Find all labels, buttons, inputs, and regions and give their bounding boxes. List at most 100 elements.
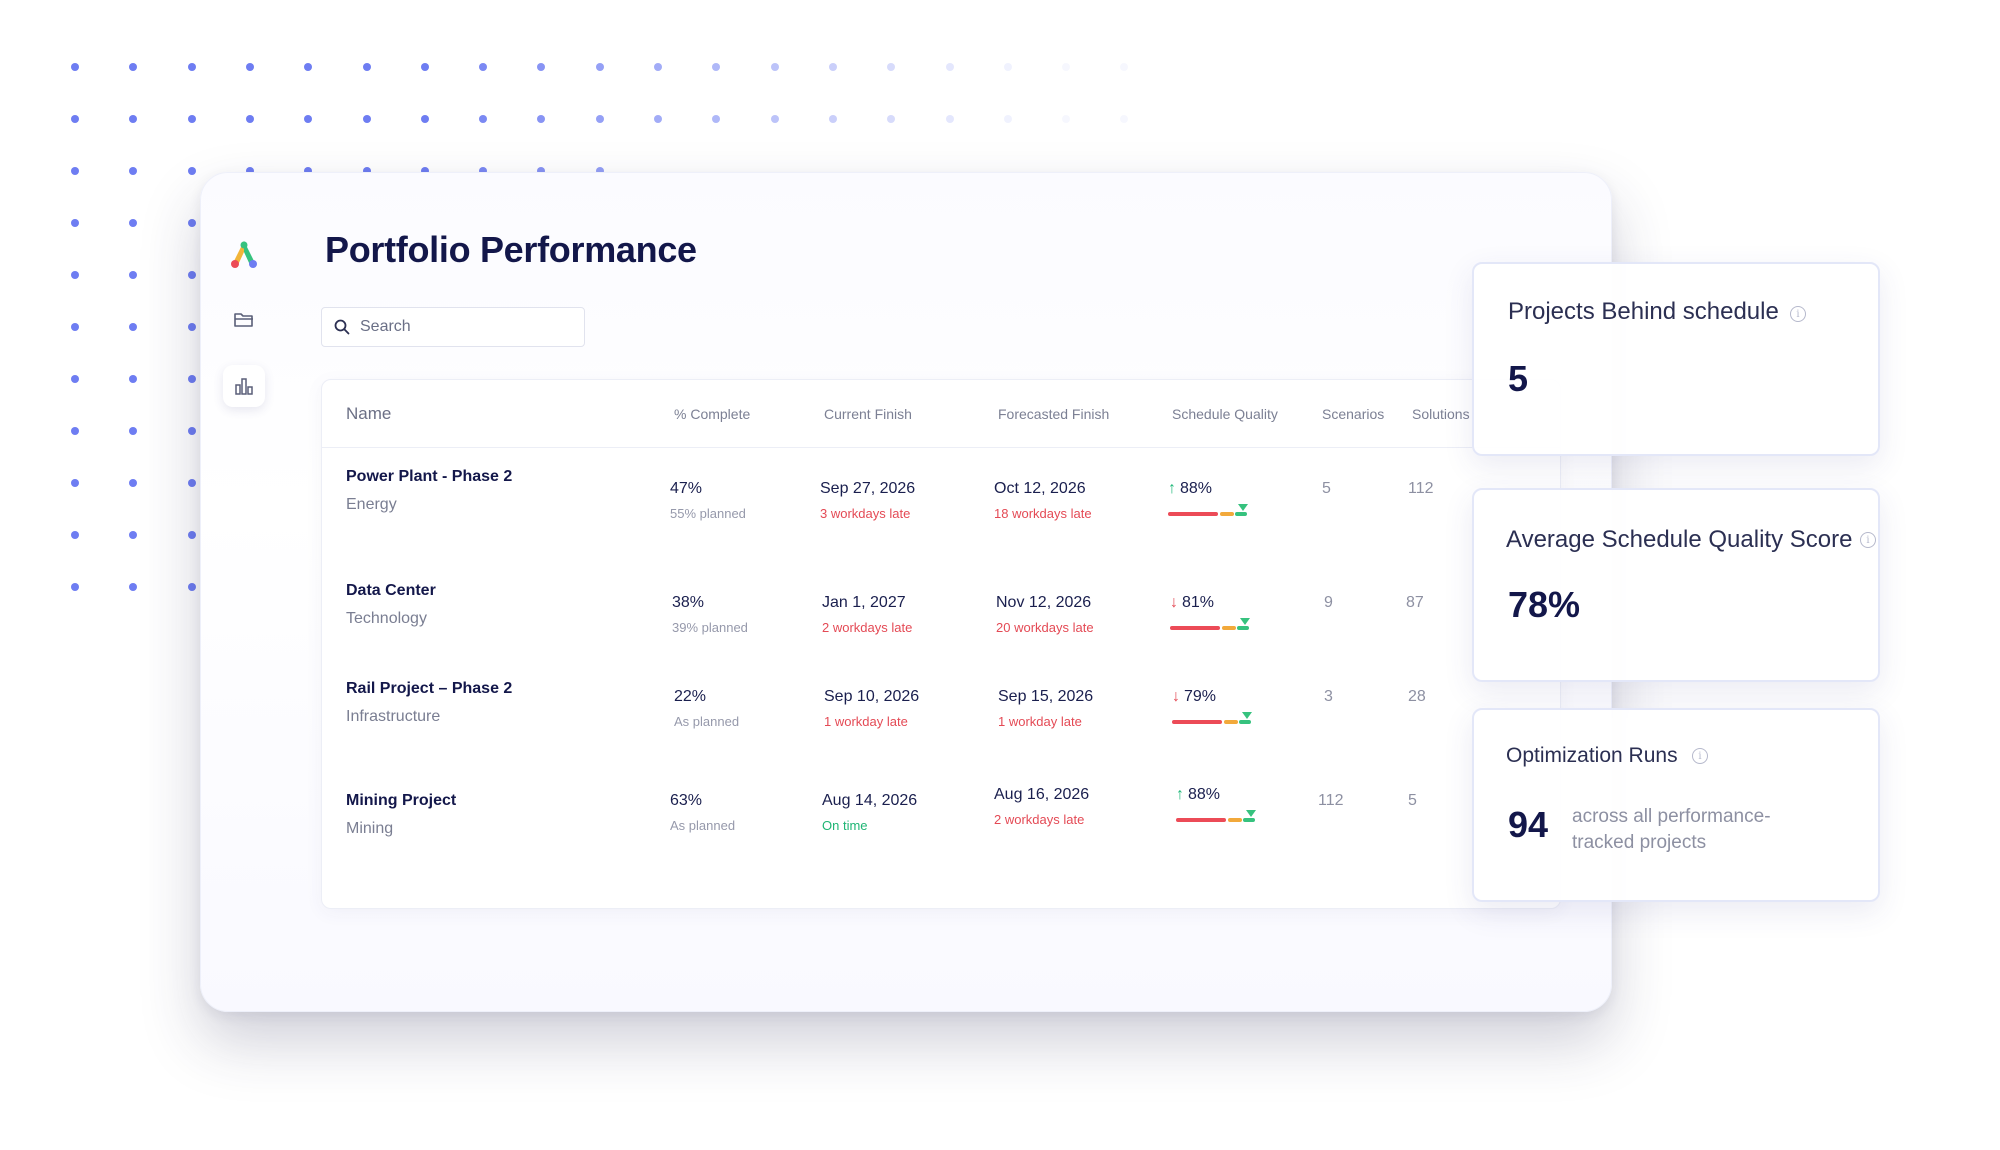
current-finish-date: Sep 27, 2026 [820, 480, 916, 497]
dot [187, 167, 196, 175]
project-category: Energy [346, 496, 397, 513]
dot [1062, 115, 1071, 123]
search-box[interactable] [321, 307, 585, 347]
dot [362, 167, 371, 175]
dot [712, 63, 721, 71]
bar-chart-icon[interactable] [223, 365, 265, 407]
forecasted-finish-date: Nov 12, 2026 [996, 594, 1092, 611]
forecasted-finish-date: Sep 15, 2026 [998, 688, 1094, 705]
dot [304, 167, 313, 175]
table-header: Name % Complete Current Finish Forecaste… [322, 380, 1560, 448]
current-finish-status: On time [822, 818, 868, 833]
current-finish-status: 1 workday late [824, 714, 908, 729]
dot [71, 531, 79, 539]
quality-value: 81% [1182, 594, 1215, 611]
dot [595, 167, 604, 175]
info-icon[interactable]: i [1860, 532, 1876, 548]
dot [537, 167, 546, 175]
dot [71, 271, 79, 279]
current-finish-date: Jan 1, 2027 [822, 594, 906, 611]
dot-grid-decoration [0, 0, 1200, 620]
dot [887, 115, 896, 123]
dot [304, 63, 313, 71]
dot [129, 583, 138, 591]
scenarios-count: 5 [1322, 480, 1331, 497]
dashboard-window: Portfolio Performance Name % Complete Cu… [200, 172, 1612, 1012]
stat-value: 94 [1508, 804, 1549, 845]
column-header-name[interactable]: Name [346, 404, 392, 423]
dot [245, 167, 254, 175]
table-row[interactable]: Data Center Technology 38% 39% planned J… [322, 564, 1560, 676]
dot [187, 479, 196, 487]
schedule-quality: ↑ 88% [1168, 480, 1212, 498]
project-category: Technology [346, 610, 427, 627]
search-icon [334, 319, 350, 335]
app-logo-icon [231, 241, 257, 268]
search-input[interactable] [360, 318, 560, 336]
percent-complete: 47% [670, 480, 703, 497]
dot [479, 63, 488, 71]
info-icon[interactable]: i [1790, 306, 1806, 322]
dot [945, 63, 954, 71]
arrow-up-icon: ↑ [1176, 786, 1184, 803]
dot [420, 167, 429, 175]
percent-complete: 38% [672, 594, 705, 611]
forecasted-finish-status: 2 workdays late [994, 812, 1085, 827]
dot [129, 375, 138, 383]
current-finish-date: Aug 14, 2026 [822, 792, 918, 809]
project-name[interactable]: Power Plant - Phase 2 [346, 468, 513, 485]
dot [187, 323, 196, 331]
table-row[interactable]: Rail Project – Phase 2 Infrastructure 22… [322, 670, 1560, 782]
dot [187, 375, 196, 383]
column-header-complete[interactable]: % Complete [674, 406, 751, 422]
stat-value: 5 [1508, 358, 1529, 399]
project-category: Mining [346, 820, 394, 837]
project-name[interactable]: Rail Project – Phase 2 [346, 680, 513, 697]
column-header-forecasted-finish[interactable]: Forecasted Finish [998, 406, 1110, 422]
dot [129, 115, 138, 123]
dot [1003, 115, 1012, 123]
dot [479, 115, 488, 123]
folder-icon[interactable] [231, 307, 257, 333]
arrow-down-icon: ↓ [1170, 594, 1178, 611]
current-finish-date: Sep 10, 2026 [824, 688, 920, 705]
dot [420, 63, 429, 71]
dot [1062, 63, 1071, 71]
dot [129, 219, 138, 227]
dot [537, 115, 546, 123]
dot [187, 63, 196, 71]
column-header-current-finish[interactable]: Current Finish [824, 406, 912, 422]
dot [129, 531, 138, 539]
column-header-schedule-quality[interactable]: Schedule Quality [1172, 406, 1278, 422]
project-name[interactable]: Data Center [346, 582, 436, 599]
quality-value: 88% [1188, 786, 1221, 803]
info-icon[interactable]: i [1692, 748, 1708, 764]
column-header-scenarios[interactable]: Scenarios [1322, 406, 1385, 422]
percent-planned: As planned [674, 714, 740, 729]
current-finish-status: 2 workdays late [822, 620, 913, 635]
table-row[interactable]: Mining Project Mining 63% As planned Aug… [322, 770, 1560, 882]
arrow-down-icon: ↓ [1172, 688, 1180, 705]
column-header-solutions[interactable]: Solutions [1412, 406, 1470, 422]
table-row[interactable]: Power Plant - Phase 2 Energy 47% 55% pla… [322, 450, 1560, 562]
dot [245, 115, 254, 123]
stat-card-projects-behind: Projects Behind schedule i 5 [1472, 262, 1880, 456]
quality-value: 88% [1180, 480, 1213, 497]
dot [71, 375, 79, 383]
dot [770, 63, 779, 71]
scenarios-count: 3 [1324, 688, 1333, 705]
schedule-quality: ↓ 81% [1170, 594, 1214, 612]
dot [1120, 115, 1129, 123]
project-name[interactable]: Mining Project [346, 792, 457, 809]
dot [1003, 63, 1012, 71]
schedule-quality: ↑ 88% [1176, 786, 1220, 804]
dot [537, 63, 546, 71]
stat-description: across all performance-tracked projects [1572, 806, 1771, 853]
solutions-count: 112 [1408, 480, 1434, 497]
percent-planned: 55% planned [670, 506, 746, 521]
dot [71, 427, 79, 435]
dot [245, 63, 254, 71]
dot [187, 271, 196, 279]
dot [71, 167, 79, 175]
scenarios-count: 112 [1318, 792, 1344, 809]
